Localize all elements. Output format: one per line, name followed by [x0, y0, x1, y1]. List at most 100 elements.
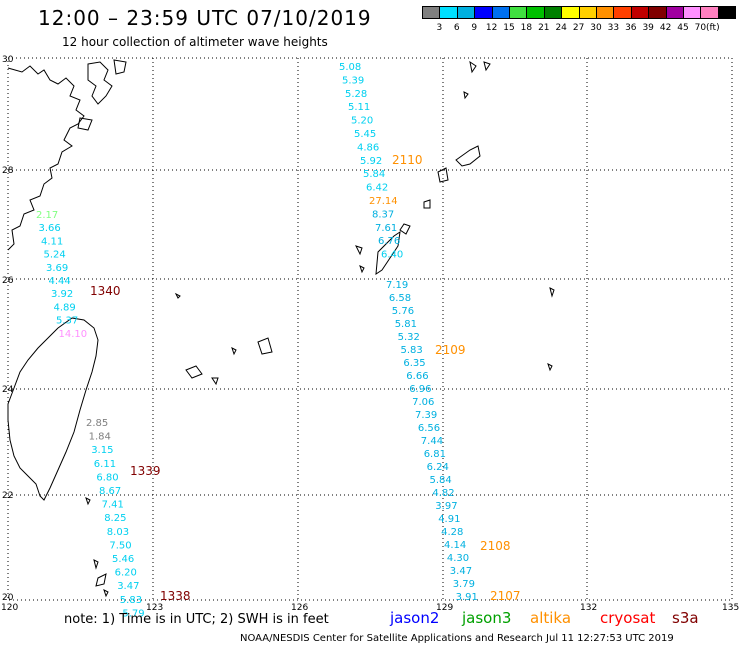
swh-value: 5.79: [122, 608, 144, 619]
scale-label: 21: [538, 23, 550, 33]
swh-value: 7.50: [109, 540, 131, 551]
swh-value: 3.92: [51, 289, 73, 300]
pass-time-label: 2108: [480, 539, 511, 553]
scale-label: 45: [677, 23, 689, 33]
taiwan-outline: [7, 317, 99, 501]
lon-label: 129: [436, 603, 453, 613]
swh-value: 4.11: [41, 236, 63, 247]
footer-note: note: 1) Time is in UTC; 2) SWH is in fe…: [64, 612, 329, 627]
swh-value: 5.84: [363, 169, 385, 180]
pass-time-label: 1340: [90, 284, 121, 298]
swh-value: 6.66: [406, 371, 428, 382]
scale-label: 27: [572, 23, 585, 33]
lat-label: 22: [2, 491, 13, 501]
scale-label: 36: [625, 23, 637, 33]
swh-value: 5.37: [56, 316, 78, 327]
scale-label: (ft): [706, 23, 720, 33]
swh-value: 5.24: [44, 250, 66, 261]
swh-value: 3.79: [453, 579, 475, 590]
pass-time-label: 1339: [130, 464, 161, 478]
swh-value: 1.84: [89, 432, 111, 443]
longitude-labels: 120 123 126 129 132 135: [1, 603, 739, 613]
swh-value: 5.08: [339, 62, 361, 73]
swh-value: 8.25: [104, 513, 126, 524]
swh-value: 7.39: [415, 410, 437, 421]
swh-value: 5.39: [342, 75, 364, 86]
swh-value: 2.85: [86, 418, 108, 429]
swh-value: 4.30: [447, 553, 469, 564]
swh-value: 5.20: [351, 116, 373, 127]
map-frame: [7, 57, 733, 601]
swh-value: 6.40: [381, 250, 403, 261]
swh-value: 3.47: [117, 581, 139, 592]
swh-value: 6.24: [427, 462, 449, 473]
scale-label: 39: [642, 23, 654, 33]
swh-value: 4.89: [54, 302, 76, 313]
swh-value: 5.45: [354, 129, 376, 140]
swh-value: 8.37: [372, 209, 394, 220]
map-title: 12:00 – 23:59 UTC 07/10/2019: [38, 6, 372, 30]
satellite-jason3: jason3: [462, 609, 512, 627]
lat-label: 20: [2, 593, 14, 603]
track-west-upper: 2.17 3.66 4.11 5.24 3.69 4.44 3.92 4.89 5.37 14.1…: [36, 210, 87, 340]
swh-value: 4.82: [432, 488, 454, 499]
scale-label: 33: [607, 23, 620, 33]
swh-value: 6.42: [366, 183, 388, 194]
scale-label: 42: [659, 23, 672, 33]
swh-value: 3.97: [435, 501, 457, 512]
swh-value: 6.20: [115, 568, 137, 579]
islands: [85, 60, 555, 598]
swh-value: 7.19: [386, 280, 408, 291]
swh-value: 5.46: [112, 554, 134, 565]
track-west-lower: 2.85 1.84 3.15 6.11 6.80 8.67 7.41 8.25 8.03 7.50…: [86, 418, 145, 619]
swh-value: 4.44: [49, 276, 71, 287]
swh-value: 7.06: [412, 397, 434, 408]
swh-value: 5.84: [430, 475, 452, 486]
swh-value: 6.11: [94, 459, 116, 470]
scale-swatch: [717, 6, 737, 19]
lat-label: 24: [2, 385, 14, 395]
swh-value: 6.35: [403, 358, 425, 369]
track-east-lower: 7.19 6.58 5.76 5.81 5.32 5.83 6.35 6.66 6.96 7.06…: [386, 280, 478, 603]
swh-value: 6.81: [424, 449, 446, 460]
lon-label: 135: [722, 603, 739, 613]
pass-time-labels: 1340 1339 1338 2110 2109 2108 2107: [90, 153, 521, 603]
satellite-jason2: jason2: [390, 609, 440, 627]
scale-label: 24: [555, 23, 567, 33]
lon-label: 132: [580, 603, 597, 613]
swh-value: 5.11: [348, 102, 370, 113]
latitude-labels: 30 28 26 24 22 20: [2, 55, 14, 603]
pass-time-label: 2109: [435, 343, 466, 357]
scale-label: 15: [503, 23, 515, 33]
grid-lines: [8, 58, 732, 600]
swh-value: 4.91: [438, 514, 460, 525]
swh-value: 5.28: [345, 89, 367, 100]
swh-value: 6.56: [418, 423, 440, 434]
scale-label: 12: [485, 23, 498, 33]
lon-label: 120: [1, 603, 18, 613]
swh-value: 8.67: [99, 486, 121, 497]
swh-value: 14.10: [59, 329, 88, 340]
map-subtitle: 12 hour collection of altimeter wave hei…: [62, 35, 328, 49]
swh-value: 7.44: [421, 436, 443, 447]
swh-value: 6.96: [409, 384, 431, 395]
scale-label: 6: [453, 23, 460, 33]
scale-label: 9: [471, 23, 478, 33]
swh-value: 7.61: [375, 223, 397, 234]
satellite-altika: altika: [530, 609, 572, 627]
swh-value: 2.17: [36, 210, 58, 221]
swh-value: 8.03: [107, 527, 129, 538]
china-coastline: [7, 59, 127, 251]
swh-value: 6.76: [378, 236, 400, 247]
swh-value: 6.80: [96, 472, 118, 483]
scale-label: 18: [520, 23, 533, 33]
swh-value: 7.41: [102, 500, 124, 511]
lat-label: 26: [2, 276, 14, 286]
swh-value: 3.69: [46, 263, 68, 274]
lat-label: 28: [2, 166, 14, 176]
swh-value: 4.14: [444, 540, 466, 551]
footer-credit: NOAA/NESDIS Center for Satellite Applica…: [240, 633, 674, 644]
swh-value: 3.47: [450, 566, 472, 577]
swh-value: 5.92: [360, 156, 382, 167]
